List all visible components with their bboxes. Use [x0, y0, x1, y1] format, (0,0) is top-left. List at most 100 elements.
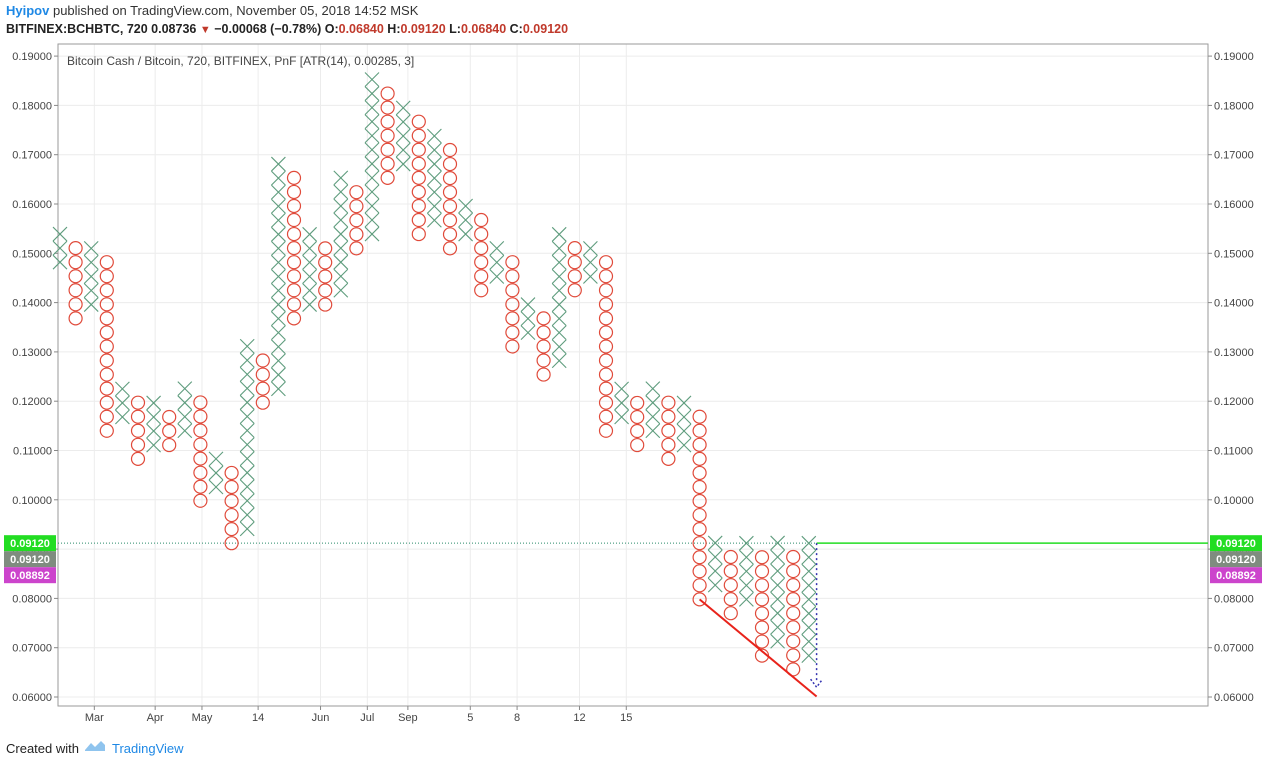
x-stroke [302, 297, 317, 312]
o-mark [598, 269, 614, 284]
x-column [614, 381, 629, 425]
x-tick-label: Mar [85, 712, 104, 724]
x-axis[interactable]: Mar Apr May 14 Jun Jul Sep 5 8 12 15 [85, 706, 633, 724]
o-mark [474, 255, 489, 270]
x-stroke [801, 634, 817, 649]
o-mark [536, 367, 551, 382]
x-mark [676, 409, 692, 425]
x-mark [177, 423, 193, 439]
x-mark [239, 338, 255, 354]
o-mark [598, 339, 614, 354]
x-mark [271, 283, 286, 298]
x-column [489, 240, 505, 284]
symbol-label: BITFINEX:BCHBTC, 720 [6, 22, 148, 36]
x-mark [177, 409, 193, 425]
projection-arrow [810, 543, 824, 689]
o-column [130, 395, 146, 466]
o-mark [349, 185, 364, 200]
o-mark [661, 451, 676, 466]
x-stroke [364, 212, 380, 228]
o-mark [598, 423, 614, 438]
price-tag-label: 0.09120 [10, 538, 50, 550]
x-column [52, 226, 68, 270]
x-stroke [364, 100, 380, 116]
x-stroke [364, 114, 380, 130]
o-mark [661, 395, 676, 410]
x-mark [239, 465, 255, 481]
x-mark [801, 634, 817, 649]
x-mark [489, 255, 505, 270]
x-mark [458, 198, 473, 214]
x-stroke [239, 352, 255, 368]
x-mark [551, 325, 567, 341]
o-mark [411, 198, 426, 214]
x-tick-label: 14 [252, 712, 264, 724]
x-stroke [583, 240, 598, 256]
x-mark [239, 366, 255, 382]
x-mark [520, 311, 536, 327]
o-mark [723, 549, 738, 565]
x-stroke [271, 226, 286, 242]
x-mark [770, 605, 785, 621]
o-mark [598, 297, 614, 312]
x-mark [614, 381, 629, 397]
x-mark [333, 184, 349, 200]
x-stroke [707, 549, 723, 565]
x-mark [551, 339, 567, 355]
x-mark [83, 240, 99, 256]
o-mark [193, 493, 208, 508]
y-axis-right[interactable]: 0.060000.070000.080000.090000.100000.110… [1208, 51, 1254, 704]
x-mark [801, 549, 817, 565]
o-mark [786, 620, 801, 635]
x-stroke [551, 240, 567, 256]
x-stroke [333, 240, 349, 256]
x-mark [177, 395, 193, 411]
o-mark [380, 86, 395, 101]
o-column [380, 86, 395, 185]
y-axis-left[interactable]: 0.060000.070000.080000.090000.100000.110… [12, 51, 58, 704]
x-stroke [208, 465, 224, 481]
o-mark [68, 297, 83, 312]
x-mark [239, 380, 255, 396]
x-mark [364, 156, 380, 172]
x-mark [801, 591, 817, 607]
o-mark [786, 634, 801, 649]
x-mark [801, 563, 817, 579]
x-stroke [395, 100, 411, 116]
x-tick-label: Sep [398, 712, 418, 724]
o-mark [318, 241, 333, 256]
x-stroke [770, 619, 785, 635]
x-mark [239, 395, 255, 410]
o-mark [786, 549, 801, 565]
x-mark [551, 269, 567, 284]
x-stroke [583, 269, 598, 284]
y-tick-label: 0.19000 [12, 51, 52, 63]
x-mark [707, 577, 723, 593]
o-mark [411, 226, 426, 242]
x-column [583, 240, 598, 284]
x-mark [645, 423, 661, 439]
o-mark [318, 269, 333, 284]
x-stroke [645, 381, 661, 397]
tradingview-link[interactable]: TradingView [112, 741, 184, 756]
publisher-line: Hyipov published on TradingView.com, Nov… [6, 3, 418, 18]
x-mark [271, 198, 286, 214]
x-stroke [364, 184, 380, 200]
x-stroke [52, 226, 68, 242]
x-mark [676, 395, 692, 411]
x-tick-label: 12 [573, 712, 585, 724]
x-mark [333, 212, 349, 228]
x-mark [271, 269, 286, 284]
author-link[interactable]: Hyipov [6, 3, 50, 18]
x-stroke [770, 633, 785, 649]
x-stroke [614, 409, 629, 425]
x-mark [801, 648, 817, 663]
x-mark [770, 563, 785, 579]
x-mark [739, 577, 754, 593]
x-column [208, 451, 224, 495]
o-column [255, 353, 270, 410]
x-stroke [83, 297, 99, 312]
pnf-columns [52, 72, 817, 677]
x-stroke [52, 240, 68, 256]
